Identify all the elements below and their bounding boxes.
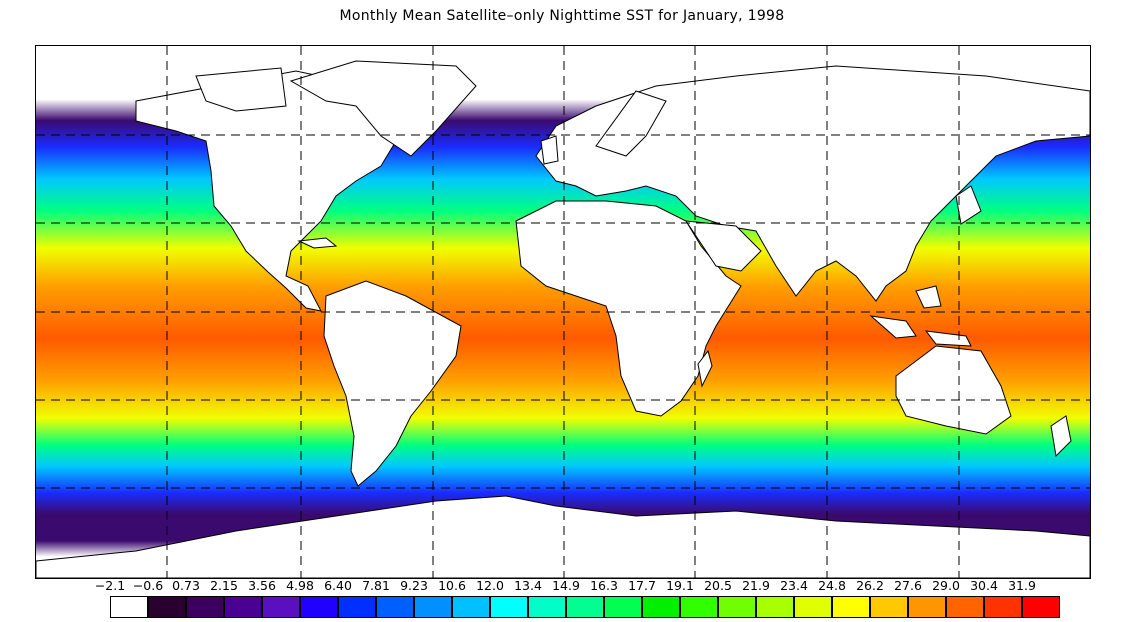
- legend-label: 26.2: [856, 578, 884, 593]
- legend-label: 7.81: [362, 578, 390, 593]
- legend-label: −0.6: [132, 578, 164, 593]
- madagascar: [697, 349, 713, 388]
- legend-swatch: [1022, 596, 1060, 618]
- legend-label: 12.0: [476, 578, 504, 593]
- legend-label: 13.4: [514, 578, 542, 593]
- greenland: [289, 60, 477, 157]
- legend-swatch: [338, 596, 376, 618]
- legend-label: 16.3: [590, 578, 618, 593]
- sst-map-canvas: [36, 46, 1090, 578]
- legend-swatch: [756, 596, 794, 618]
- legend-label: 4.98: [286, 578, 314, 593]
- legend-swatch: [300, 596, 338, 618]
- legend-swatch: [224, 596, 262, 618]
- legend-swatch: [794, 596, 832, 618]
- legend-label: 19.1: [666, 578, 694, 593]
- legend-labels: −2.1 −0.6 0.73 2.15 3.56 4.98 6.40 7.81 9.23 10.6…: [0, 578, 1124, 594]
- legend-label: 9.23: [400, 578, 428, 593]
- legend-label: 21.9: [742, 578, 770, 593]
- legend-label: 6.40: [324, 578, 352, 593]
- legend-label: 0.73: [172, 578, 200, 593]
- legend-swatch: [908, 596, 946, 618]
- south-america: [323, 280, 462, 487]
- legend-swatch: [376, 596, 414, 618]
- legend-swatch: [680, 596, 718, 618]
- legend-swatch: [148, 596, 186, 618]
- british-isles: [540, 135, 559, 165]
- legend-label: 10.6: [438, 578, 466, 593]
- legend-swatch: [642, 596, 680, 618]
- legend-label: 29.0: [932, 578, 960, 593]
- legend-swatch: [110, 596, 148, 618]
- legend-swatch: [832, 596, 870, 618]
- legend-label: 17.7: [628, 578, 656, 593]
- legend-swatch: [718, 596, 756, 618]
- map-title: Monthly Mean Satellite–only Nighttime SS…: [339, 8, 785, 24]
- sst-map: [35, 45, 1091, 579]
- legend-swatch: [566, 596, 604, 618]
- legend-label: 14.9: [552, 578, 580, 593]
- scandinavia: [595, 90, 667, 157]
- land-masses: [36, 60, 1090, 578]
- legend-swatch: [490, 596, 528, 618]
- legend-swatch: [262, 596, 300, 618]
- legend-swatch: [946, 596, 984, 618]
- legend-swatch: [870, 596, 908, 618]
- graticule-grid: [36, 46, 1090, 578]
- southeast-asia-islands: [869, 285, 972, 347]
- legend-label: 2.15: [210, 578, 238, 593]
- africa: [515, 200, 742, 417]
- eurasia: [535, 65, 1090, 302]
- arctic-canada-islands: [195, 67, 287, 112]
- legend-label: 27.6: [894, 578, 922, 593]
- legend-swatch: [186, 596, 224, 618]
- legend-swatch: [414, 596, 452, 618]
- legend-label: 24.8: [818, 578, 846, 593]
- legend-swatch: [984, 596, 1022, 618]
- legend-swatch: [452, 596, 490, 618]
- legend-label: 3.56: [248, 578, 276, 593]
- legend-label: 20.5: [704, 578, 732, 593]
- legend-label: 30.4: [970, 578, 998, 593]
- new-zealand: [1050, 415, 1072, 458]
- legend-label: 23.4: [780, 578, 808, 593]
- caribbean-islands: [297, 237, 338, 249]
- legend-label: −2.1: [94, 578, 126, 593]
- legend-swatch: [528, 596, 566, 618]
- legend-swatch: [604, 596, 642, 618]
- legend-label: 31.9: [1008, 578, 1036, 593]
- color-legend: [110, 596, 1060, 618]
- arabian-peninsula: [684, 220, 762, 272]
